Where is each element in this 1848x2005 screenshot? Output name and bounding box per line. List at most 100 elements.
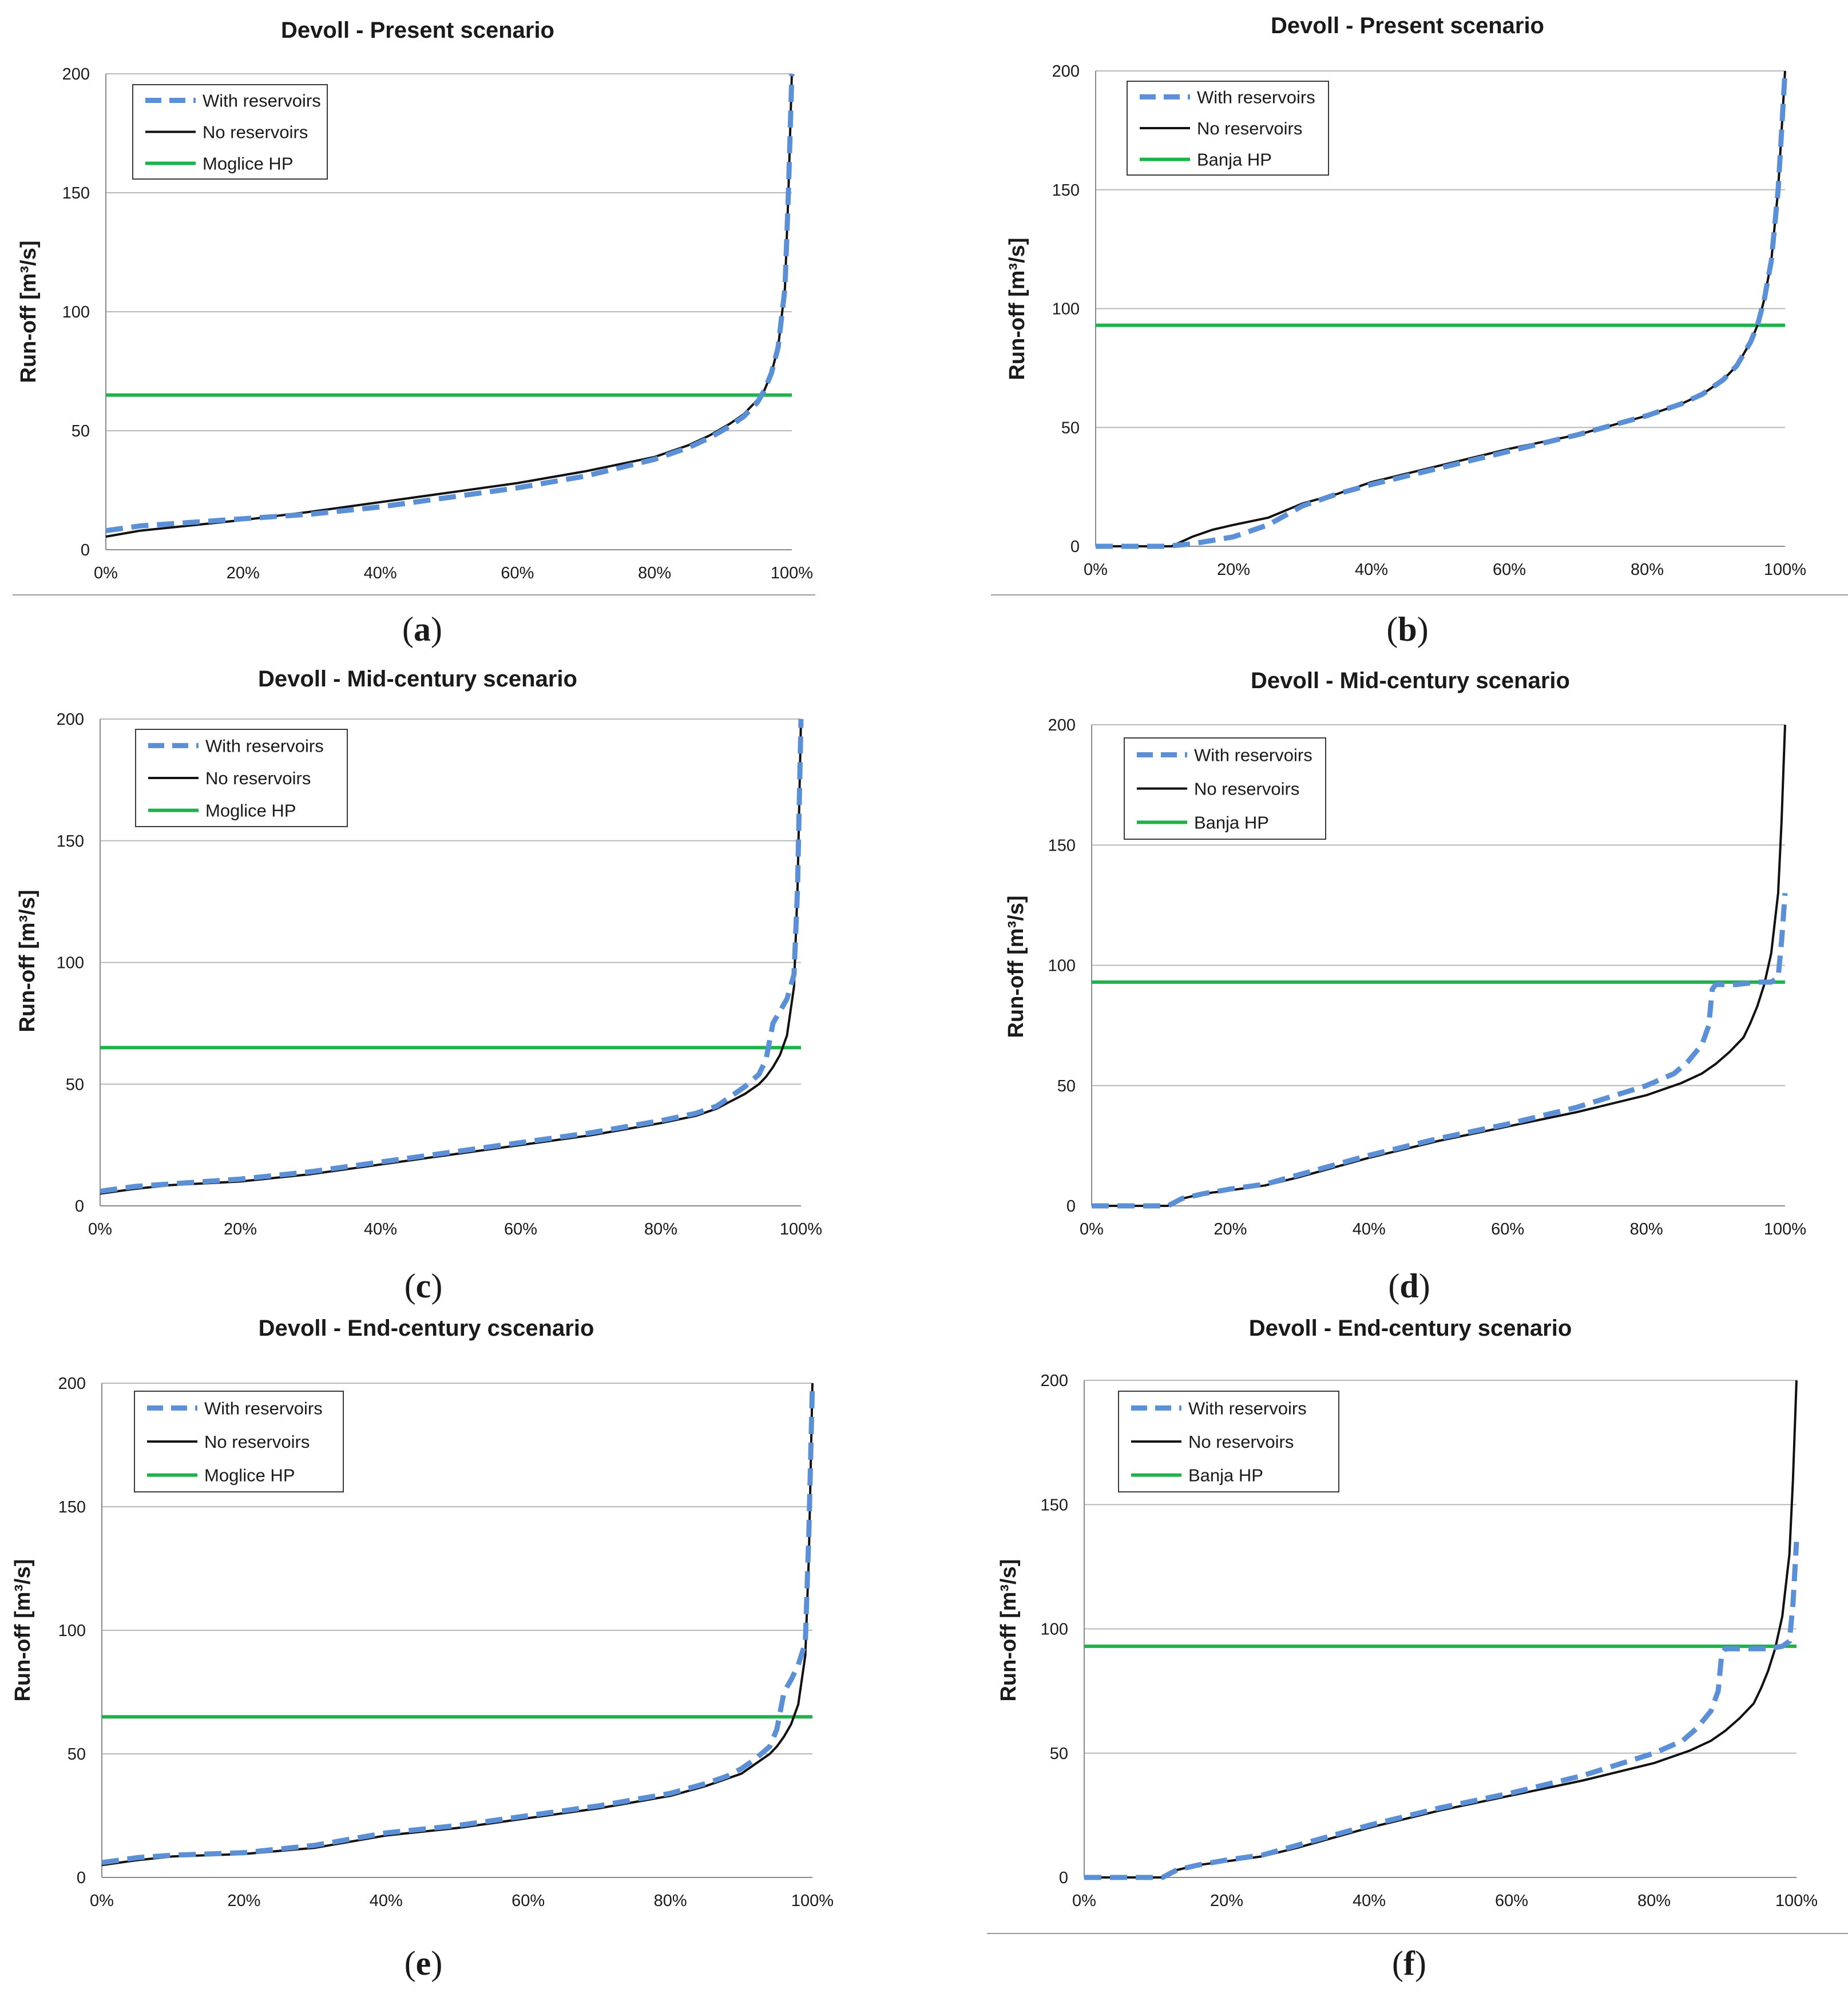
legend-label: Moglice HP bbox=[204, 1466, 295, 1486]
y-tick-label: 100 bbox=[1052, 300, 1080, 319]
y-tick-label: 100 bbox=[62, 303, 90, 321]
y-tick-label: 0 bbox=[1066, 1197, 1076, 1216]
legend-label: With reservoirs bbox=[203, 91, 321, 111]
chart-panel-b: Devoll - Present scenario 0 50 100 150 200 0% 2… bbox=[991, 13, 1848, 595]
x-tick-label: 0% bbox=[1084, 561, 1108, 579]
chart-title: Devoll - Mid-century scenario bbox=[1251, 668, 1570, 693]
x-tick-label: 60% bbox=[511, 1892, 545, 1910]
chart-title: Devoll - End-century scenario bbox=[1249, 1316, 1572, 1341]
x-tick-label: 60% bbox=[1491, 1220, 1524, 1238]
x-tick-label: 40% bbox=[1353, 1220, 1386, 1238]
y-tick-label: 50 bbox=[1050, 1745, 1068, 1763]
panel-label-d: (d) bbox=[1388, 1267, 1430, 1305]
chart-panel-e: Devoll - End-century cscenario 0 50 100 150 2… bbox=[11, 1316, 834, 1910]
y-tick-label: 100 bbox=[58, 1622, 86, 1640]
x-tick-label: 20% bbox=[227, 564, 260, 582]
series-line-with-reservoirs bbox=[105, 73, 795, 534]
y-tick-label: 150 bbox=[1052, 181, 1080, 200]
y-tick-label: 200 bbox=[1041, 1372, 1068, 1390]
panel-label-c: (c) bbox=[405, 1267, 443, 1305]
y-tick-label: 150 bbox=[62, 184, 90, 203]
x-tick-label: 80% bbox=[638, 564, 671, 582]
legend: With reservoirs No reservoirs Moglice HP bbox=[135, 729, 348, 827]
legend: With reservoirs No reservoirs Moglice HP bbox=[134, 1391, 344, 1492]
legend-label: Moglice HP bbox=[205, 801, 296, 821]
legend-label: Banja HP bbox=[1197, 150, 1272, 170]
x-tick-label: 80% bbox=[644, 1220, 677, 1238]
series-line-with-reservoirs bbox=[101, 1383, 815, 1865]
y-tick-label: 100 bbox=[57, 954, 84, 972]
y-axis-label: Run-off [m³/s] bbox=[1004, 895, 1028, 1038]
chart-panel-d: Devoll - Mid-century scenario 0 50 100 150 20… bbox=[1004, 668, 1806, 1238]
x-tick-label: 40% bbox=[364, 564, 397, 582]
chart-panel-c: Devoll - Mid-century scenario 0 50 100 150 20… bbox=[15, 666, 822, 1238]
legend-label: No reservoirs bbox=[1188, 1432, 1294, 1452]
y-tick-label: 50 bbox=[72, 422, 90, 440]
legend: With reservoirs No reservoirs Banja HP bbox=[1118, 1391, 1339, 1492]
x-tick-label: 40% bbox=[1353, 1892, 1386, 1910]
x-tick-label: 60% bbox=[1493, 561, 1526, 579]
x-tick-label: 100% bbox=[1764, 561, 1806, 579]
y-axis-label: Run-off [m³/s] bbox=[1005, 237, 1029, 380]
x-tick-label: 60% bbox=[501, 564, 534, 582]
series-line-with-reservoirs bbox=[1084, 1542, 1799, 1880]
y-tick-label: 150 bbox=[58, 1498, 86, 1516]
y-axis-label: Run-off [m³/s] bbox=[15, 890, 39, 1032]
legend-label: Banja HP bbox=[1194, 813, 1269, 833]
chart-panel-a: Devoll - Present scenario 0 50 100 150 200 0% 2… bbox=[13, 18, 815, 595]
x-tick-label: 60% bbox=[504, 1220, 537, 1238]
y-tick-label: 0 bbox=[1070, 538, 1080, 556]
legend: With reservoirs No reservoirs Banja HP bbox=[1127, 81, 1329, 176]
x-tick-label: 100% bbox=[771, 564, 813, 582]
x-tick-label: 20% bbox=[227, 1892, 260, 1910]
x-tick-label: 60% bbox=[1495, 1892, 1528, 1910]
chart-title: Devoll - Present scenario bbox=[281, 18, 554, 43]
panel-label-b: (b) bbox=[1386, 610, 1428, 648]
chart-title: Devoll - Present scenario bbox=[1271, 13, 1544, 38]
x-tick-label: 0% bbox=[90, 1892, 114, 1910]
x-tick-label: 20% bbox=[1217, 561, 1250, 579]
chart-title: Devoll - End-century cscenario bbox=[259, 1316, 594, 1341]
x-tick-label: 40% bbox=[370, 1892, 403, 1910]
legend-label: Moglice HP bbox=[203, 154, 294, 174]
y-tick-label: 100 bbox=[1041, 1621, 1068, 1639]
panel-label-a: (a) bbox=[402, 610, 442, 648]
y-tick-label: 150 bbox=[57, 832, 84, 851]
y-axis-label: Run-off [m³/s] bbox=[997, 1559, 1021, 1701]
x-tick-label: 20% bbox=[1210, 1892, 1243, 1910]
y-tick-label: 200 bbox=[62, 65, 90, 84]
y-axis-label: Run-off [m³/s] bbox=[17, 240, 41, 383]
y-tick-label: 50 bbox=[1061, 419, 1080, 437]
x-tick-label: 80% bbox=[1630, 1220, 1663, 1238]
series-line-with-reservoirs bbox=[1096, 70, 1788, 549]
series-line-with-reservoirs bbox=[1092, 892, 1788, 1209]
legend-label: With reservoirs bbox=[1197, 87, 1315, 107]
x-tick-label: 20% bbox=[224, 1220, 257, 1238]
legend-label: With reservoirs bbox=[204, 1398, 323, 1418]
legend-label: No reservoirs bbox=[205, 768, 311, 788]
x-tick-label: 80% bbox=[654, 1892, 687, 1910]
y-tick-label: 200 bbox=[1052, 62, 1080, 81]
legend-label: No reservoirs bbox=[1197, 118, 1302, 138]
y-tick-label: 200 bbox=[58, 1375, 86, 1393]
y-tick-label: 0 bbox=[75, 1197, 84, 1216]
x-tick-label: 100% bbox=[1775, 1892, 1818, 1910]
y-axis-label: Run-off [m³/s] bbox=[11, 1559, 35, 1701]
y-tick-label: 50 bbox=[66, 1075, 84, 1094]
panel-label-e: (e) bbox=[405, 1944, 443, 1982]
legend: With reservoirs No reservoirs Moglice HP bbox=[132, 84, 328, 180]
y-tick-label: 200 bbox=[1048, 716, 1076, 734]
legend-label: With reservoirs bbox=[205, 736, 324, 756]
legend-label: No reservoirs bbox=[1194, 779, 1299, 799]
series-line-no-reservoirs bbox=[100, 718, 802, 1195]
x-tick-label: 20% bbox=[1214, 1220, 1247, 1238]
x-tick-label: 0% bbox=[1072, 1892, 1096, 1910]
series-line-with-reservoirs bbox=[100, 718, 804, 1194]
x-tick-label: 0% bbox=[94, 564, 118, 582]
y-tick-label: 50 bbox=[1057, 1077, 1076, 1095]
legend-label: With reservoirs bbox=[1188, 1398, 1307, 1418]
y-tick-label: 0 bbox=[1059, 1869, 1068, 1887]
y-tick-label: 200 bbox=[57, 710, 84, 729]
